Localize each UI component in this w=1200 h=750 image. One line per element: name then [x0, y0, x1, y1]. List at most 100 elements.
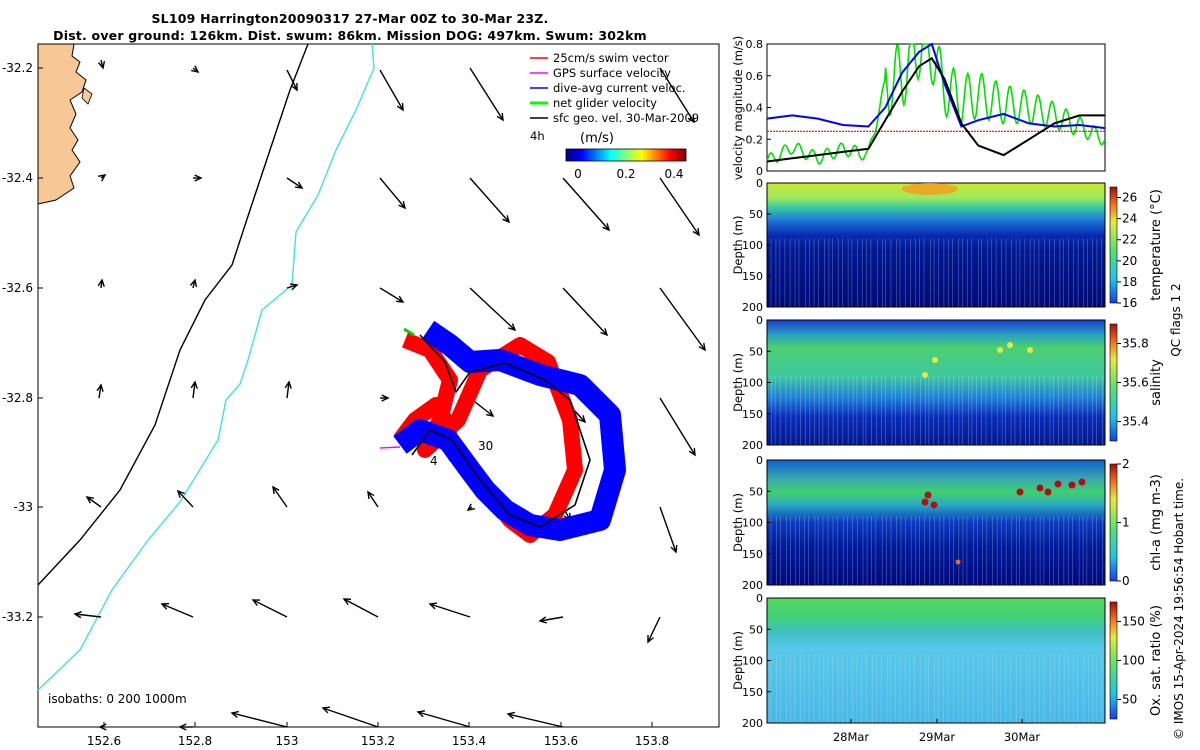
salinity-section-field	[766, 319, 1106, 446]
lon-tick-label: 153.8	[635, 734, 669, 748]
chla-colorbar	[1109, 463, 1118, 582]
geo-velocity-arrowhead	[428, 602, 438, 610]
lon-tick-label: 153	[276, 734, 299, 748]
geo-velocity-arrow	[343, 598, 379, 618]
colorbar-tick-label: 35.8	[1122, 337, 1149, 351]
lat-tick-label: -33	[13, 500, 33, 514]
geo-velocity-arrowhead	[190, 380, 198, 389]
depth-ylabel: Depth (m)	[731, 493, 745, 552]
geo-velocity-arrowhead	[191, 65, 200, 74]
geo-velocity-arrow	[562, 177, 610, 231]
geo-velocity-arrowhead	[647, 634, 654, 644]
geo-velocity-arrowhead	[194, 174, 203, 182]
salinity-high-point	[932, 357, 938, 363]
geo-velocity-arrow	[379, 177, 406, 209]
chl-max-point	[1054, 480, 1062, 488]
velocity-tick-label: 0.2	[746, 133, 764, 146]
geo-velocity-arrow	[272, 486, 288, 508]
section-oxygen: 50 100 150 200 0 Depth (m) 50 100 150 Ox. sat. ra…	[731, 592, 1164, 730]
colorbar-tick-label: 24	[1122, 212, 1137, 226]
depth-ylabel: Depth (m)	[731, 353, 745, 412]
track-day-label: 4	[430, 454, 438, 468]
net-glider-velocity-marker	[403, 327, 415, 337]
geo-velocity-arrow	[417, 711, 471, 728]
velocity-tick-label: 0.8	[746, 38, 764, 51]
depth-tick-label: 50	[749, 485, 763, 498]
longitude-ticks: 152.6 152.8 153 153.2 153.4 153.6 153.8	[87, 722, 669, 748]
geo-velocity-arrow	[379, 287, 404, 303]
series-net-speed	[766, 56, 1105, 163]
depth-tick-label: 100	[742, 239, 763, 252]
colorbar-tick-label: 16	[1122, 296, 1137, 310]
depth-tick-label: 150	[742, 408, 763, 421]
colorbar-tick-label: 50	[1122, 693, 1137, 707]
depth-tick-label: 200	[742, 579, 763, 592]
oxygen-colorbar	[1109, 601, 1118, 720]
isobath-label: isobaths: 0 200 1000m	[48, 692, 187, 706]
depth-tick-label: 0	[756, 177, 763, 190]
geo-velocity-arrowhead	[602, 223, 611, 232]
colorbar-tick-label: 26	[1122, 191, 1137, 205]
legend-entry: sfc geo. vel. 30-Mar-2009	[553, 111, 699, 125]
geo-velocity-arrowhead	[321, 706, 331, 714]
temperature-colorbar-label: temperature (°C)	[1149, 189, 1164, 301]
depth-tick-label: 50	[749, 345, 763, 358]
gps-velocity-marker	[379, 446, 401, 449]
colorbar-tick-label: 0	[1122, 574, 1130, 588]
geo-velocity-arrowhead	[600, 328, 609, 337]
geo-velocity-arrow	[231, 712, 288, 728]
geo-velocity-arrowhead	[189, 278, 198, 287]
geo-velocity-arrowhead	[97, 61, 106, 70]
date-axis: 28Mar 29Mar 30Mar	[833, 719, 1040, 744]
salinity-colorbar-label: salinity	[1149, 359, 1164, 406]
geo-velocity-arrow	[659, 177, 700, 236]
geo-velocity-arrow	[286, 284, 298, 289]
depth-ylabel: Depth (m)	[731, 631, 745, 690]
depth-tick-label: 150	[742, 270, 763, 283]
chl-max-point	[1044, 488, 1052, 496]
geo-velocity-arrowhead	[496, 112, 504, 122]
depth-tick-label: 0	[756, 592, 763, 605]
velocity-panel: 0 0.2 0.4 0.6 0.8 velocity magnitude (m/s)	[731, 36, 1106, 180]
chl-max-point	[1036, 484, 1044, 492]
colorbar-tick-label: 150	[1122, 615, 1145, 629]
qc-flags-label: QC flags 1 2	[1169, 283, 1183, 356]
geo-velocity-arrowhead	[96, 383, 104, 392]
geo-velocity-arrowhead	[291, 82, 298, 92]
legend-entry: GPS surface velocity	[553, 66, 671, 80]
geo-velocity-arrowhead	[176, 489, 185, 498]
geo-velocity-arrow	[429, 603, 471, 618]
map-frame	[37, 43, 720, 728]
geo-velocity-arrow	[562, 287, 608, 336]
geo-velocity-arrow	[74, 613, 102, 618]
geo-velocity-arrow	[469, 177, 510, 223]
colorbar-tick-label: 22	[1122, 233, 1137, 247]
isobath-200m	[37, 43, 375, 691]
velocity-tick-label: 0.4	[746, 102, 764, 115]
latitude-ticks: -32.2 -32.4 -32.6 -32.8 -33 -33.2	[2, 61, 43, 624]
geo-velocity-arrowhead	[289, 283, 299, 291]
geo-velocity-arrowhead	[85, 496, 95, 504]
depth-tick-label: 0	[756, 314, 763, 327]
lon-tick-label: 153.2	[361, 734, 395, 748]
figure-title-line1: SL109 Harrington20090317 27-Mar 00Z to 3…	[151, 11, 549, 26]
geo-velocity-arrowhead	[230, 710, 239, 719]
geo-velocity-arrow	[286, 177, 303, 189]
chla-colorbar-label: chl-a (mg m-3)	[1149, 474, 1164, 571]
chl-max-point	[924, 491, 932, 499]
legend-entry: dive-avg current veloc.	[553, 81, 686, 95]
depth-tick-label: 200	[742, 301, 763, 314]
velocity-ticks: 0 0.2 0.4 0.6 0.8	[746, 38, 771, 178]
map-panel: 30 4 -32.2-32.4-32.6-32.8-33-33.2 152.6 1…	[2, 43, 720, 748]
current-vector-band	[393, 320, 626, 541]
geo-velocity-arrow	[469, 287, 516, 331]
series-current-speed	[766, 42, 1106, 130]
salinity-high-point	[1007, 342, 1013, 348]
velocity-tick-label: 0	[756, 165, 763, 178]
figure-title-line2: Dist. over ground: 126km. Dist. swum: 86…	[53, 28, 647, 43]
geo-velocity-arrow	[286, 69, 298, 91]
geo-velocity-arrowhead	[466, 503, 476, 511]
colorbar-tick-label: 35.4	[1122, 415, 1149, 429]
